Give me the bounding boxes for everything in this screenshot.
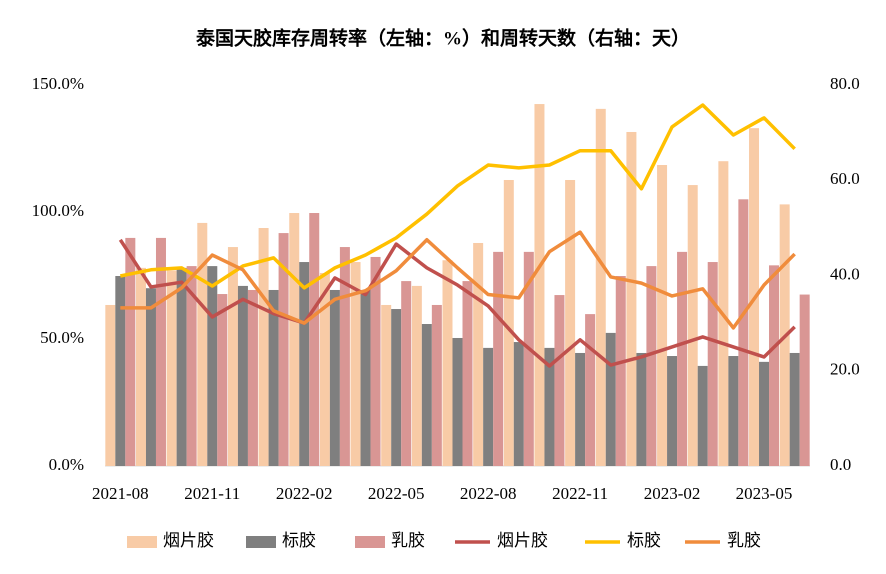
bar bbox=[411, 285, 422, 466]
bar bbox=[473, 242, 484, 466]
bar bbox=[197, 222, 208, 466]
y2-tick-label: 40.0 bbox=[830, 264, 860, 283]
x-tick-label: 2022-02 bbox=[276, 484, 333, 503]
bar bbox=[687, 185, 698, 467]
legend-swatch bbox=[355, 536, 385, 548]
bar bbox=[728, 356, 739, 466]
legend-label: 烟片胶 bbox=[497, 531, 548, 550]
bar bbox=[319, 272, 330, 466]
bar bbox=[565, 179, 576, 466]
legend-label: 烟片胶 bbox=[163, 531, 214, 550]
bar bbox=[759, 361, 770, 466]
bar bbox=[657, 165, 668, 466]
bar bbox=[697, 365, 708, 466]
bar bbox=[105, 304, 116, 466]
y2-tick-label: 0.0 bbox=[830, 455, 851, 474]
bar bbox=[186, 266, 197, 466]
bar bbox=[299, 262, 310, 466]
bar bbox=[431, 304, 442, 466]
bar bbox=[615, 276, 626, 466]
bar bbox=[595, 108, 606, 466]
bar bbox=[646, 266, 657, 466]
bar bbox=[125, 237, 136, 466]
legend-label: 标胶 bbox=[282, 531, 316, 550]
bar bbox=[636, 352, 647, 466]
bar bbox=[421, 324, 432, 466]
bar bbox=[738, 199, 749, 467]
y2-tick-label: 20.0 bbox=[830, 360, 860, 379]
bar bbox=[442, 260, 453, 466]
y2-tick-label: 80.0 bbox=[830, 74, 860, 93]
bar bbox=[554, 295, 565, 466]
y-tick-label: 150.0% bbox=[32, 74, 84, 93]
bar bbox=[258, 228, 269, 466]
bar bbox=[135, 267, 146, 466]
bar bbox=[503, 179, 514, 466]
bar bbox=[155, 237, 166, 466]
x-tick-label: 2021-08 bbox=[92, 484, 149, 503]
bar bbox=[329, 289, 340, 466]
line bbox=[119, 103, 796, 290]
y2-tick-label: 60.0 bbox=[830, 169, 860, 188]
bar bbox=[391, 309, 402, 466]
chart-title: 泰国天胶库存周转率（左轴：%）和周转天数（右轴：天） bbox=[195, 26, 690, 49]
bar bbox=[789, 352, 800, 466]
bar bbox=[360, 289, 371, 466]
bar bbox=[247, 289, 258, 466]
y-tick-label: 50.0% bbox=[40, 328, 84, 347]
bar bbox=[370, 256, 381, 466]
bar bbox=[289, 213, 300, 466]
bar bbox=[339, 247, 350, 466]
x-tick-label: 2023-02 bbox=[644, 484, 701, 503]
bar bbox=[452, 337, 463, 466]
bar bbox=[605, 332, 616, 466]
bar bbox=[401, 281, 412, 466]
bar bbox=[278, 233, 289, 466]
legend-label: 标胶 bbox=[627, 531, 661, 550]
bar bbox=[575, 352, 586, 466]
legend-label: 乳胶 bbox=[391, 531, 425, 550]
bar bbox=[677, 251, 688, 466]
bar bbox=[176, 267, 187, 466]
bar bbox=[145, 288, 156, 466]
bar bbox=[115, 276, 126, 466]
bar bbox=[585, 314, 596, 466]
bar bbox=[707, 262, 718, 466]
bar bbox=[667, 356, 678, 466]
line bbox=[120, 230, 796, 330]
bar bbox=[523, 251, 534, 466]
x-tick-label: 2021-11 bbox=[184, 484, 240, 503]
bar bbox=[268, 289, 279, 466]
bar bbox=[769, 265, 780, 466]
bar bbox=[350, 262, 361, 466]
bar bbox=[462, 281, 473, 466]
bar bbox=[483, 347, 494, 466]
bar bbox=[381, 304, 392, 466]
bar bbox=[513, 342, 524, 466]
bar bbox=[227, 247, 238, 466]
bar bbox=[799, 294, 810, 466]
bar bbox=[534, 104, 545, 467]
line bbox=[118, 238, 796, 368]
x-tick-label: 2022-11 bbox=[552, 484, 608, 503]
bar bbox=[166, 270, 177, 466]
legend-swatch bbox=[127, 536, 157, 548]
legend-swatch bbox=[246, 536, 276, 548]
y-tick-label: 100.0% bbox=[32, 201, 84, 220]
bar bbox=[493, 251, 504, 466]
bar bbox=[237, 285, 248, 466]
x-tick-label: 2023-05 bbox=[736, 484, 793, 503]
bar bbox=[207, 266, 218, 466]
y-tick-label: 0.0% bbox=[49, 455, 84, 474]
bar bbox=[626, 131, 637, 467]
x-tick-label: 2022-08 bbox=[460, 484, 517, 503]
legend-label: 乳胶 bbox=[727, 531, 761, 550]
bar bbox=[309, 213, 320, 466]
bar bbox=[544, 347, 555, 466]
x-tick-label: 2022-05 bbox=[368, 484, 425, 503]
bar bbox=[217, 294, 228, 466]
